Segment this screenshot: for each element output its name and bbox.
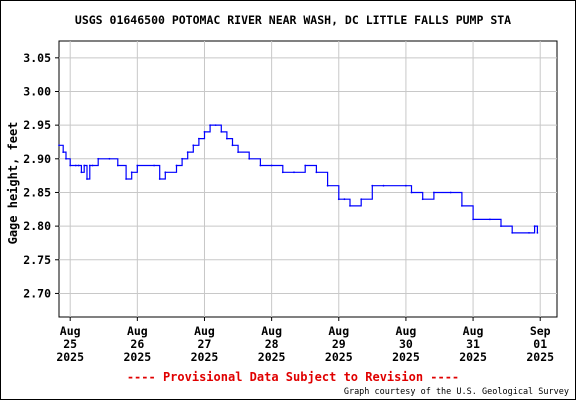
y-tick-label: 2.75 bbox=[23, 253, 51, 267]
data-point bbox=[108, 157, 111, 160]
data-point bbox=[209, 124, 212, 126]
data-point bbox=[259, 164, 262, 167]
data-point bbox=[192, 144, 195, 147]
data-point bbox=[74, 164, 77, 167]
provisional-notice: ---- Provisional Data Subject to Revisio… bbox=[127, 370, 459, 384]
data-point bbox=[511, 232, 514, 234]
grid-lines bbox=[59, 41, 557, 317]
data-point bbox=[58, 144, 60, 147]
x-tick-label: Sep 01 2025 bbox=[526, 324, 554, 364]
x-tick-label: Aug 28 2025 bbox=[258, 324, 286, 364]
data-point bbox=[461, 205, 463, 207]
series-group bbox=[58, 124, 539, 234]
data-point bbox=[343, 198, 346, 201]
data-point bbox=[88, 164, 91, 167]
x-tick-label: Aug 30 2025 bbox=[392, 324, 420, 364]
chart-title: USGS 01646500 POTOMAC RIVER NEAR WASH, D… bbox=[75, 13, 511, 27]
x-tick-label: Aug 29 2025 bbox=[325, 324, 353, 364]
data-point bbox=[293, 171, 295, 174]
data-point bbox=[80, 171, 83, 174]
x-tick-label: Aug 27 2025 bbox=[191, 324, 219, 364]
data-point bbox=[226, 137, 228, 140]
data-point bbox=[125, 178, 127, 180]
data-point bbox=[97, 157, 100, 160]
data-point bbox=[136, 164, 139, 167]
data-point bbox=[410, 191, 413, 194]
y-tick-label: 2.70 bbox=[23, 286, 51, 300]
data-point bbox=[62, 151, 65, 154]
data-point bbox=[186, 151, 189, 154]
data-point bbox=[449, 191, 452, 194]
x-tick-label: Aug 25 2025 bbox=[56, 324, 84, 364]
data-point bbox=[371, 184, 374, 187]
data-point bbox=[130, 171, 133, 174]
data-point bbox=[472, 218, 474, 221]
x-axis-ticks: Aug 25 2025 Aug 26 2025 Aug 27 2025 Aug 28 2025 Aug 2… bbox=[56, 317, 554, 364]
data-point bbox=[533, 225, 536, 228]
data-point bbox=[65, 157, 67, 160]
x-tick-label: Aug 31 2025 bbox=[459, 324, 487, 364]
x-tick-label: Aug 26 2025 bbox=[123, 324, 151, 364]
data-point bbox=[214, 124, 217, 126]
plot-area bbox=[58, 40, 558, 318]
data-point bbox=[83, 164, 86, 167]
credit-text: Graph courtesy of the U.S. Geological Su… bbox=[344, 387, 569, 397]
data-point bbox=[536, 232, 539, 234]
data-point bbox=[175, 164, 178, 167]
data-point bbox=[158, 178, 161, 180]
y-axis-label: Gage height, feet bbox=[6, 122, 20, 245]
data-point bbox=[421, 198, 424, 201]
data-point bbox=[270, 164, 273, 167]
data-point bbox=[360, 198, 363, 201]
data-point bbox=[77, 164, 80, 167]
data-point bbox=[164, 171, 167, 174]
y-tick-label: 3.05 bbox=[23, 51, 51, 65]
data-point bbox=[203, 131, 206, 133]
data-point bbox=[198, 137, 200, 140]
y-tick-label: 2.90 bbox=[23, 152, 51, 166]
data-point bbox=[116, 164, 119, 167]
y-axis-ticks: 2.70 2.75 2.80 2.85 2.90 2.95 3.00 3.05 bbox=[23, 51, 59, 300]
data-point bbox=[349, 205, 351, 207]
y-tick-label: 2.80 bbox=[23, 219, 51, 233]
data-point bbox=[528, 232, 530, 234]
data-point bbox=[248, 157, 251, 160]
data-point bbox=[86, 178, 88, 180]
data-point bbox=[500, 225, 502, 228]
data-point bbox=[181, 157, 184, 160]
data-point bbox=[405, 184, 407, 187]
data-point bbox=[326, 184, 329, 187]
data-point bbox=[304, 164, 307, 167]
data-point bbox=[337, 198, 340, 201]
data-point bbox=[382, 184, 385, 187]
data-point bbox=[237, 151, 240, 154]
data-point bbox=[220, 131, 223, 133]
data-point bbox=[69, 164, 72, 167]
data-point bbox=[489, 218, 491, 221]
data-point bbox=[231, 144, 234, 147]
data-point bbox=[91, 164, 94, 167]
y-tick-label: 2.85 bbox=[23, 185, 51, 199]
y-tick-label: 3.00 bbox=[23, 84, 51, 98]
data-point bbox=[433, 191, 435, 194]
y-tick-label: 2.95 bbox=[23, 118, 51, 132]
data-point bbox=[153, 164, 156, 167]
data-point bbox=[281, 171, 284, 174]
data-point bbox=[315, 171, 318, 174]
